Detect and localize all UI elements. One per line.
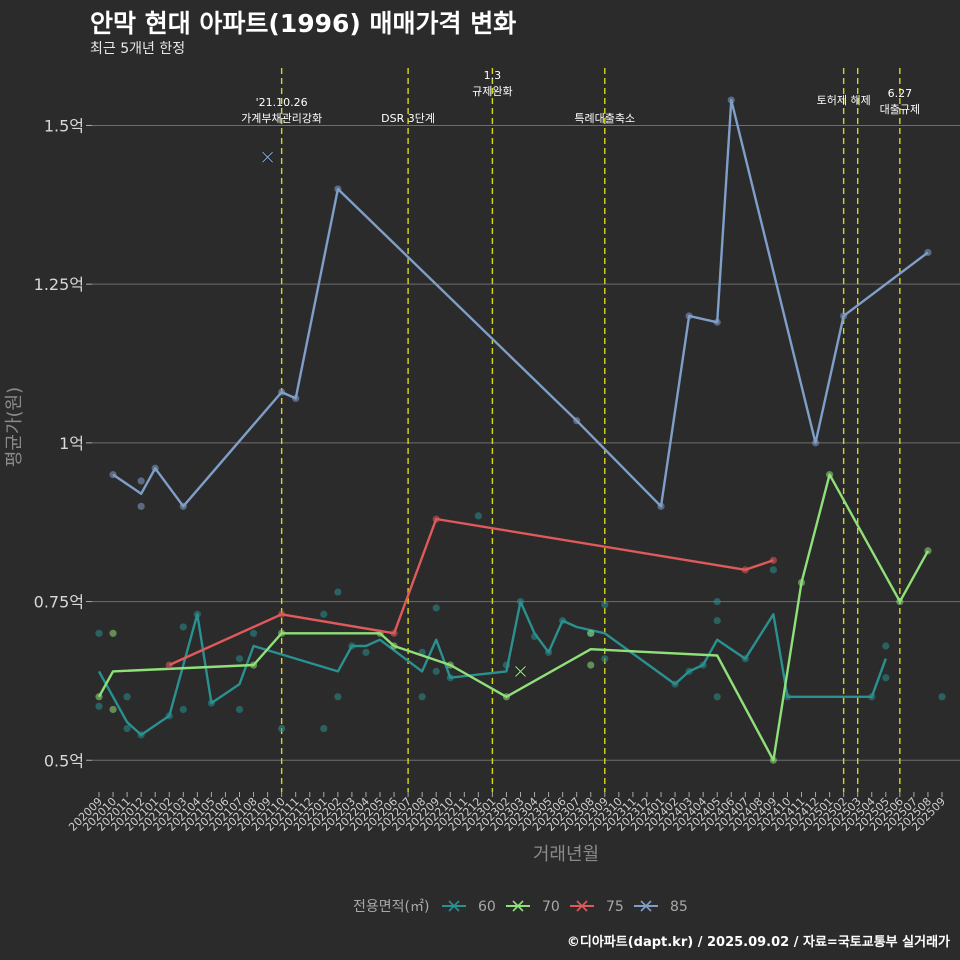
event-label: 가계부채관리강화 (241, 112, 322, 125)
legend-label: 85 (670, 899, 688, 915)
event-label: 6.27 (888, 87, 913, 100)
x-axis-title: 거래년월 (533, 844, 599, 865)
data-point (95, 702, 103, 710)
data-point (938, 693, 946, 701)
data-point (179, 623, 187, 631)
series-line (112, 98, 929, 508)
legend-title: 전용면적(㎡) (353, 899, 429, 915)
data-point (235, 655, 244, 663)
event-label: 규제완화 (472, 85, 512, 98)
data-point (474, 512, 482, 520)
data-point (432, 604, 440, 612)
y-tick-label: 1.5억 (44, 116, 84, 135)
data-point (882, 642, 890, 650)
y-tick-label: 1.25억 (34, 275, 84, 294)
series-85 (109, 96, 932, 510)
data-point (137, 477, 145, 485)
event-label: 1.3 (484, 69, 502, 82)
data-point (601, 601, 609, 609)
y-tick-label: 1억 (59, 434, 84, 453)
legend: 전용면적(㎡) 60 70 75 85 (353, 899, 688, 915)
series-60 (95, 512, 946, 739)
series-layer (95, 96, 946, 764)
data-point (334, 693, 342, 701)
axes: 0.5억0.75억1억1.25억1.5억20200920201020201120… (4, 116, 948, 865)
y-tick-label: 0.5억 (44, 751, 84, 770)
series-line (97, 473, 930, 762)
data-point (95, 629, 103, 637)
data-point (769, 566, 778, 574)
credit-text: ©디아파트(dapt.kr) / 2025.09.02 / 자료=국토교통부 실… (566, 935, 950, 950)
data-point (320, 724, 328, 733)
event-label: 토허제 해제 (817, 93, 871, 107)
series-70 (95, 471, 932, 764)
data-point (109, 705, 117, 714)
data-point (123, 693, 131, 701)
legend-swatch-cross (512, 900, 524, 912)
y-axis-title: 평균가(원) (4, 387, 25, 467)
data-point (713, 617, 721, 625)
data-point (882, 674, 890, 682)
y-tick-label: 0.75억 (34, 593, 84, 612)
event-label: '21.10.26 (256, 96, 308, 109)
data-point (320, 610, 328, 618)
data-point (137, 502, 145, 510)
data-point (362, 648, 370, 656)
chart-title: 안막 현대 아파트(1996) 매매가격 변화 (90, 9, 517, 38)
data-point (235, 705, 244, 714)
grid-lines (92, 124, 960, 761)
series-75 (165, 515, 778, 669)
series-line (97, 600, 887, 737)
outlier-cross (262, 151, 274, 163)
series-line (168, 517, 774, 667)
legend-label: 75 (606, 899, 624, 915)
event-label: DSR 3단계 (381, 112, 435, 125)
outlier-cross (515, 665, 526, 677)
event-label: 특례대출축소 (574, 112, 635, 125)
data-point (432, 667, 440, 675)
data-point (278, 724, 286, 733)
data-point (601, 655, 609, 663)
data-point (109, 629, 117, 637)
data-point (418, 693, 426, 701)
chart-subtitle: 최근 5개년 한정 (90, 41, 186, 57)
data-point (123, 724, 131, 733)
legend-swatch-cross (640, 900, 652, 912)
data-point (713, 693, 721, 701)
legend-label: 70 (542, 899, 560, 915)
data-point (587, 661, 595, 669)
data-point (334, 588, 342, 596)
legend-label: 60 (478, 899, 496, 915)
data-point (249, 629, 258, 637)
legend-swatch-cross (448, 900, 460, 912)
data-point (179, 705, 187, 714)
legend-swatch-cross (576, 900, 588, 912)
event-label: 대출규제 (880, 103, 920, 116)
data-point (587, 629, 595, 637)
data-point (713, 597, 721, 606)
